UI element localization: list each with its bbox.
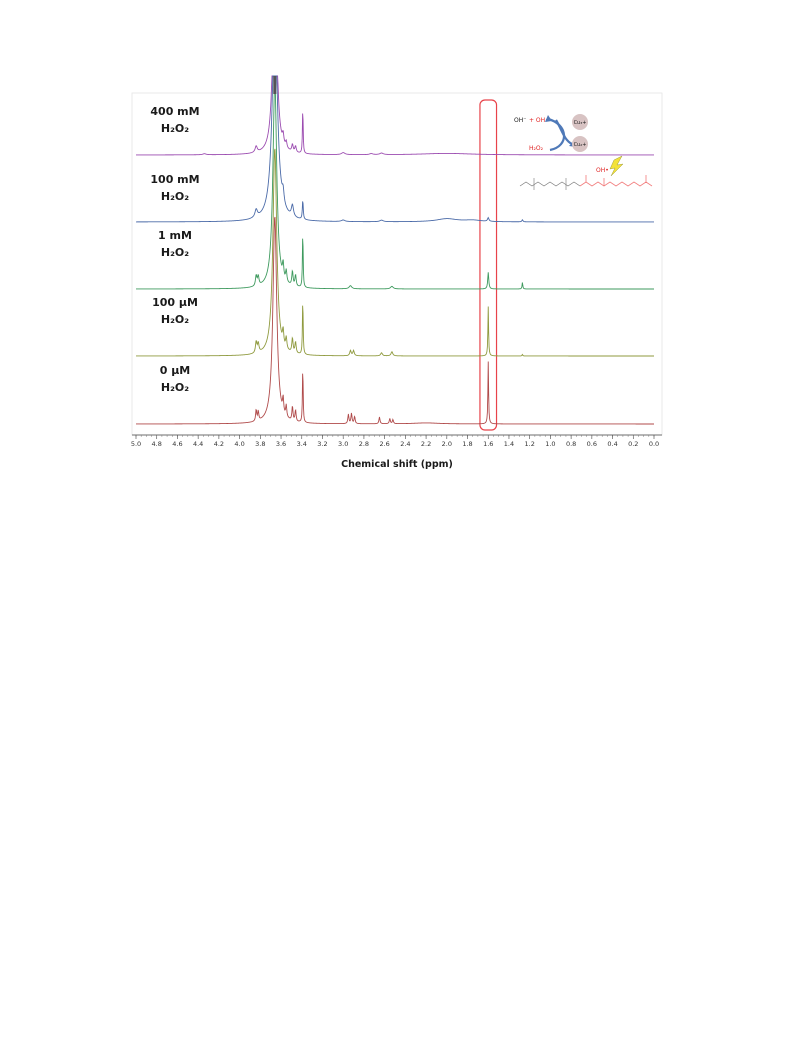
- series-label: 400 mM: [150, 105, 199, 118]
- inset-cu-top-ion: [572, 114, 588, 130]
- x-tick-label: 2.6: [379, 440, 389, 448]
- x-tick-label: 3.4: [297, 440, 307, 448]
- x-tick-label: 0.4: [607, 440, 617, 448]
- series-label: 0 µM: [160, 364, 191, 377]
- x-tick-label: 0.8: [566, 440, 576, 448]
- lightning-icon: [609, 155, 624, 177]
- inset-polymer-chain-red: [579, 181, 653, 187]
- inset-cu-bottom-ion: [572, 136, 588, 152]
- x-tick-label: 5.0: [131, 440, 141, 448]
- x-tick-label: 0.2: [628, 440, 638, 448]
- series-sublabel: H₂O₂: [161, 313, 189, 326]
- x-axis-ticks: 5.0 4.8 4.6 4.4 4.2 4.0 3.8 3.6 3.4 3.2 3.0 2.8 2.6 2…: [131, 435, 659, 448]
- highlight-box: [479, 99, 498, 431]
- x-tick-label: 4.6: [172, 440, 182, 448]
- x-tick-label: 4.2: [214, 440, 224, 448]
- x-tick-label: 3.0: [338, 440, 348, 448]
- x-tick-label: 2.2: [421, 440, 431, 448]
- mechanism-inset: OH⁻ + OH• H₂O₂ Cu₃+ Cu₂+ OH•: [514, 114, 653, 190]
- spectrum-trace: [136, 216, 654, 425]
- inset-hydroxide-label: OH⁻: [514, 117, 526, 124]
- spectrum-trace: [135, 75, 654, 156]
- series-sublabel: H₂O₂: [161, 122, 189, 135]
- inset-cu-top-label: Cu₃+: [574, 120, 587, 126]
- series-sublabel: H₂O₂: [161, 246, 189, 259]
- spectra-traces: [135, 75, 654, 425]
- x-axis-title: Chemical shift (ppm): [341, 459, 453, 470]
- x-tick-label: 2.8: [359, 440, 369, 448]
- series-label: 100 mM: [150, 173, 199, 186]
- x-tick-label: 3.8: [255, 440, 265, 448]
- highlight-layer: [479, 99, 498, 431]
- inset-arrow-head: [545, 115, 552, 122]
- spectrum-trace: [136, 75, 654, 223]
- series-sublabel: H₂O₂: [161, 381, 189, 394]
- series-sublabel: H₂O₂: [161, 190, 189, 203]
- trace-labels: 400 mM H₂O₂ 100 mM H₂O₂ 1 mM H₂O₂ 100 µM H₂O₂ 0 …: [150, 105, 199, 394]
- spectrum-trace: [136, 81, 654, 290]
- series-label: 100 µM: [152, 296, 198, 309]
- spectrum-trace: [136, 148, 654, 357]
- x-tick-label: 1.0: [545, 440, 555, 448]
- x-tick-label: 2.0: [442, 440, 452, 448]
- x-tick-label: 1.6: [483, 440, 493, 448]
- series-label: 1 mM: [158, 229, 192, 242]
- x-tick-label: 4.0: [234, 440, 244, 448]
- x-tick-label: 3.6: [276, 440, 286, 448]
- x-tick-label: 0.0: [649, 440, 659, 448]
- x-axis: 5.0 4.8 4.6 4.4 4.2 4.0 3.8 3.6 3.4 3.2 3.0 2.8 2.6 2…: [131, 434, 662, 448]
- inset-radical-label: OH•: [596, 167, 609, 174]
- main-peak-overlap: [273, 76, 277, 94]
- x-tick-label: 3.2: [317, 440, 327, 448]
- plot-area: [131, 92, 663, 436]
- x-tick-label: 1.8: [462, 440, 472, 448]
- x-tick-label: 1.2: [525, 440, 535, 448]
- inset-polymer-chain-gray: [519, 181, 581, 187]
- inset-redox-arrow-2: [555, 119, 573, 145]
- inset-cu-bottom-label: Cu₂+: [574, 142, 587, 148]
- x-tick-label: 2.4: [400, 440, 410, 448]
- x-tick-label: 4.4: [193, 440, 203, 448]
- x-tick-label: 1.4: [504, 440, 514, 448]
- x-tick-label: 4.8: [152, 440, 162, 448]
- inset-h2o2-label: H₂O₂: [529, 145, 544, 152]
- inset-hydroxyl-radical-label: + OH•: [529, 117, 549, 124]
- x-tick-label: 0.6: [587, 440, 597, 448]
